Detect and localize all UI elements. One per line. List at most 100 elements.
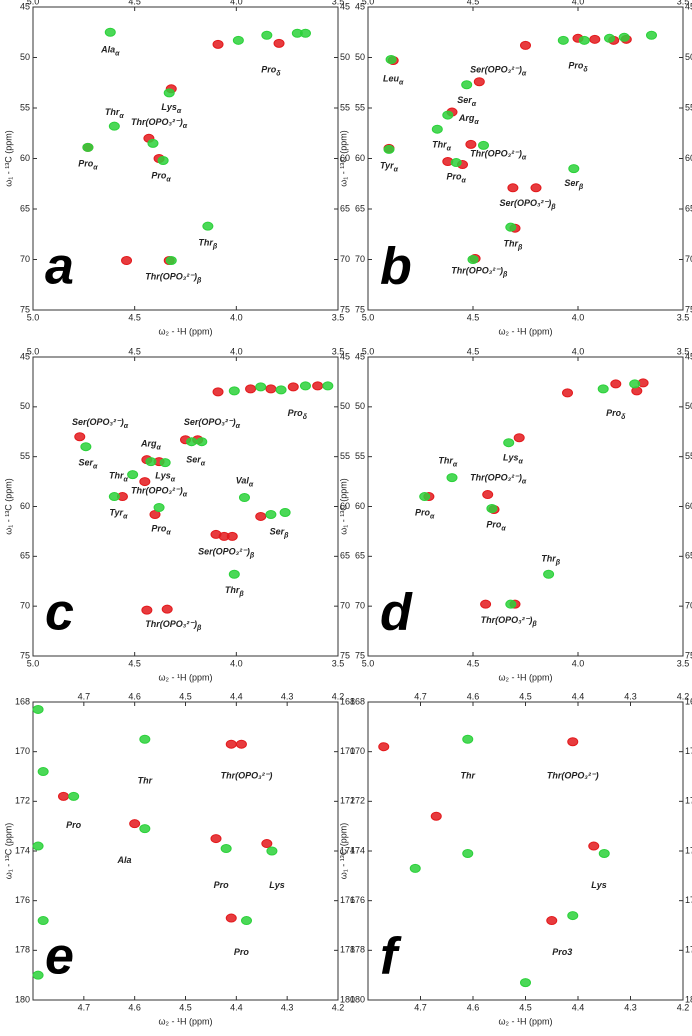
x-tick-label: 4.2 [332, 1002, 345, 1012]
peak [157, 156, 169, 166]
peak-label: Ser(OPO₃²⁻)α [470, 65, 527, 77]
peak [127, 470, 139, 480]
peak-label-text: Thr(OPO₃²⁻) [131, 486, 183, 496]
peak [141, 605, 153, 615]
peak-label: Lysα [161, 102, 182, 114]
x-tick-label: 4.6 [467, 691, 480, 701]
peak-label-text: Pro [486, 520, 502, 530]
peak [507, 183, 519, 193]
x-axis-label: ω₂ - ¹H (ppm) [158, 1016, 212, 1026]
y-tick-label: 170 [685, 746, 692, 756]
peak [228, 386, 240, 396]
peak-label-sub: α [183, 123, 188, 130]
peak-label-text: Leu [383, 74, 400, 84]
peak-label-text: Thr [105, 107, 120, 117]
peak-label-sub: β [531, 621, 537, 628]
x-tick-label: 4.5 [519, 1002, 532, 1012]
y-tick-label: 50 [20, 401, 30, 411]
peak [462, 734, 474, 744]
peak-label: Thrα [432, 140, 452, 152]
peak [255, 511, 267, 521]
peak [462, 848, 474, 858]
peak-label-sub: α [518, 459, 523, 466]
peak [145, 457, 157, 467]
x-tick-label: 5.0 [27, 0, 40, 6]
peak-label-text: Ser(OPO₃²⁻) [184, 417, 236, 427]
x-tick-label: 3.5 [332, 0, 345, 6]
peak-label-text: Thr(OPO₃²⁻) [145, 619, 197, 629]
peak [261, 839, 273, 849]
peak-label-sub: α [124, 423, 129, 430]
y-tick-label: 170 [340, 746, 355, 756]
x-tick-label: 4.2 [332, 691, 345, 701]
peak-label: Serβ [564, 178, 584, 190]
peak-label: Pro [234, 947, 250, 957]
y-axis-label: ω₁ - ¹³C (ppm) [3, 478, 13, 535]
peak-label-text: Ser [457, 95, 472, 105]
peak [232, 35, 244, 45]
peak [299, 381, 311, 391]
x-tick-label: 3.5 [332, 658, 345, 668]
peak [610, 379, 622, 389]
peak-label-sub: α [177, 108, 182, 115]
peak [378, 742, 390, 752]
y-tick-label: 168 [685, 696, 692, 706]
y-tick-label: 55 [340, 102, 350, 112]
y-tick-label: 178 [685, 945, 692, 955]
peak-label-sub: β [550, 204, 556, 211]
peak-label-sub: α [399, 80, 404, 87]
peak [202, 221, 214, 231]
peak-label-sub: α [166, 529, 171, 536]
peak-label-sub: α [171, 476, 176, 483]
peak-label-text: Ser(OPO₃²⁻) [198, 547, 250, 557]
y-tick-label: 65 [20, 551, 30, 561]
peak-label-text: Ser [78, 458, 93, 468]
plot-frame [367, 701, 684, 1001]
peak [520, 40, 531, 50]
peak-label-text: Pro [261, 65, 277, 75]
peak-label: Serα [186, 455, 206, 467]
y-tick-label: 65 [685, 551, 692, 561]
peak [82, 142, 94, 152]
peak [32, 704, 44, 714]
x-tick-label: 4.0 [572, 0, 585, 6]
y-tick-label: 75 [355, 650, 365, 660]
x-tick-label: 4.4 [572, 1002, 585, 1012]
y-tick-label: 168 [15, 696, 30, 706]
peak-label-sub: α [472, 101, 477, 108]
y-tick-label: 70 [355, 254, 365, 264]
y-tick-label: 174 [350, 845, 365, 855]
peak-label-sub: α [166, 177, 171, 184]
peak [505, 599, 517, 609]
y-tick-label: 178 [350, 945, 365, 955]
peak [478, 140, 489, 150]
y-tick-label: 70 [340, 254, 350, 264]
peak [588, 841, 600, 851]
peak [473, 77, 485, 87]
x-tick-label: 4.5 [128, 0, 141, 6]
peak-label-text: Thr(OPO₃²⁻) [470, 473, 522, 483]
peak-label-sub: δ [621, 414, 626, 421]
peak-label: Proδ [261, 65, 281, 77]
peak-label: Lys [269, 880, 285, 890]
peak-label-text: Pro [415, 508, 431, 518]
y-tick-label: 55 [20, 102, 30, 112]
y-tick-label: 50 [355, 401, 365, 411]
peak-label: Proδ [568, 61, 588, 73]
peak-label: Thrβ [541, 554, 561, 566]
y-tick-label: 55 [340, 451, 350, 461]
peak-label-sub: β [249, 552, 255, 559]
x-tick-label: 4.4 [230, 691, 243, 701]
y-tick-label: 60 [20, 153, 30, 163]
x-tick-label: 4.6 [128, 691, 141, 701]
x-tick-label: 5.0 [27, 658, 40, 668]
peak [530, 183, 542, 193]
peak [287, 382, 299, 392]
y-tick-label: 60 [340, 153, 350, 163]
peak-label: Thrβ [198, 238, 218, 250]
peak [312, 381, 324, 391]
x-tick-label: 4.7 [78, 691, 91, 701]
peak [241, 916, 252, 926]
peak-label-sub: β [578, 184, 584, 191]
peak [163, 88, 175, 98]
